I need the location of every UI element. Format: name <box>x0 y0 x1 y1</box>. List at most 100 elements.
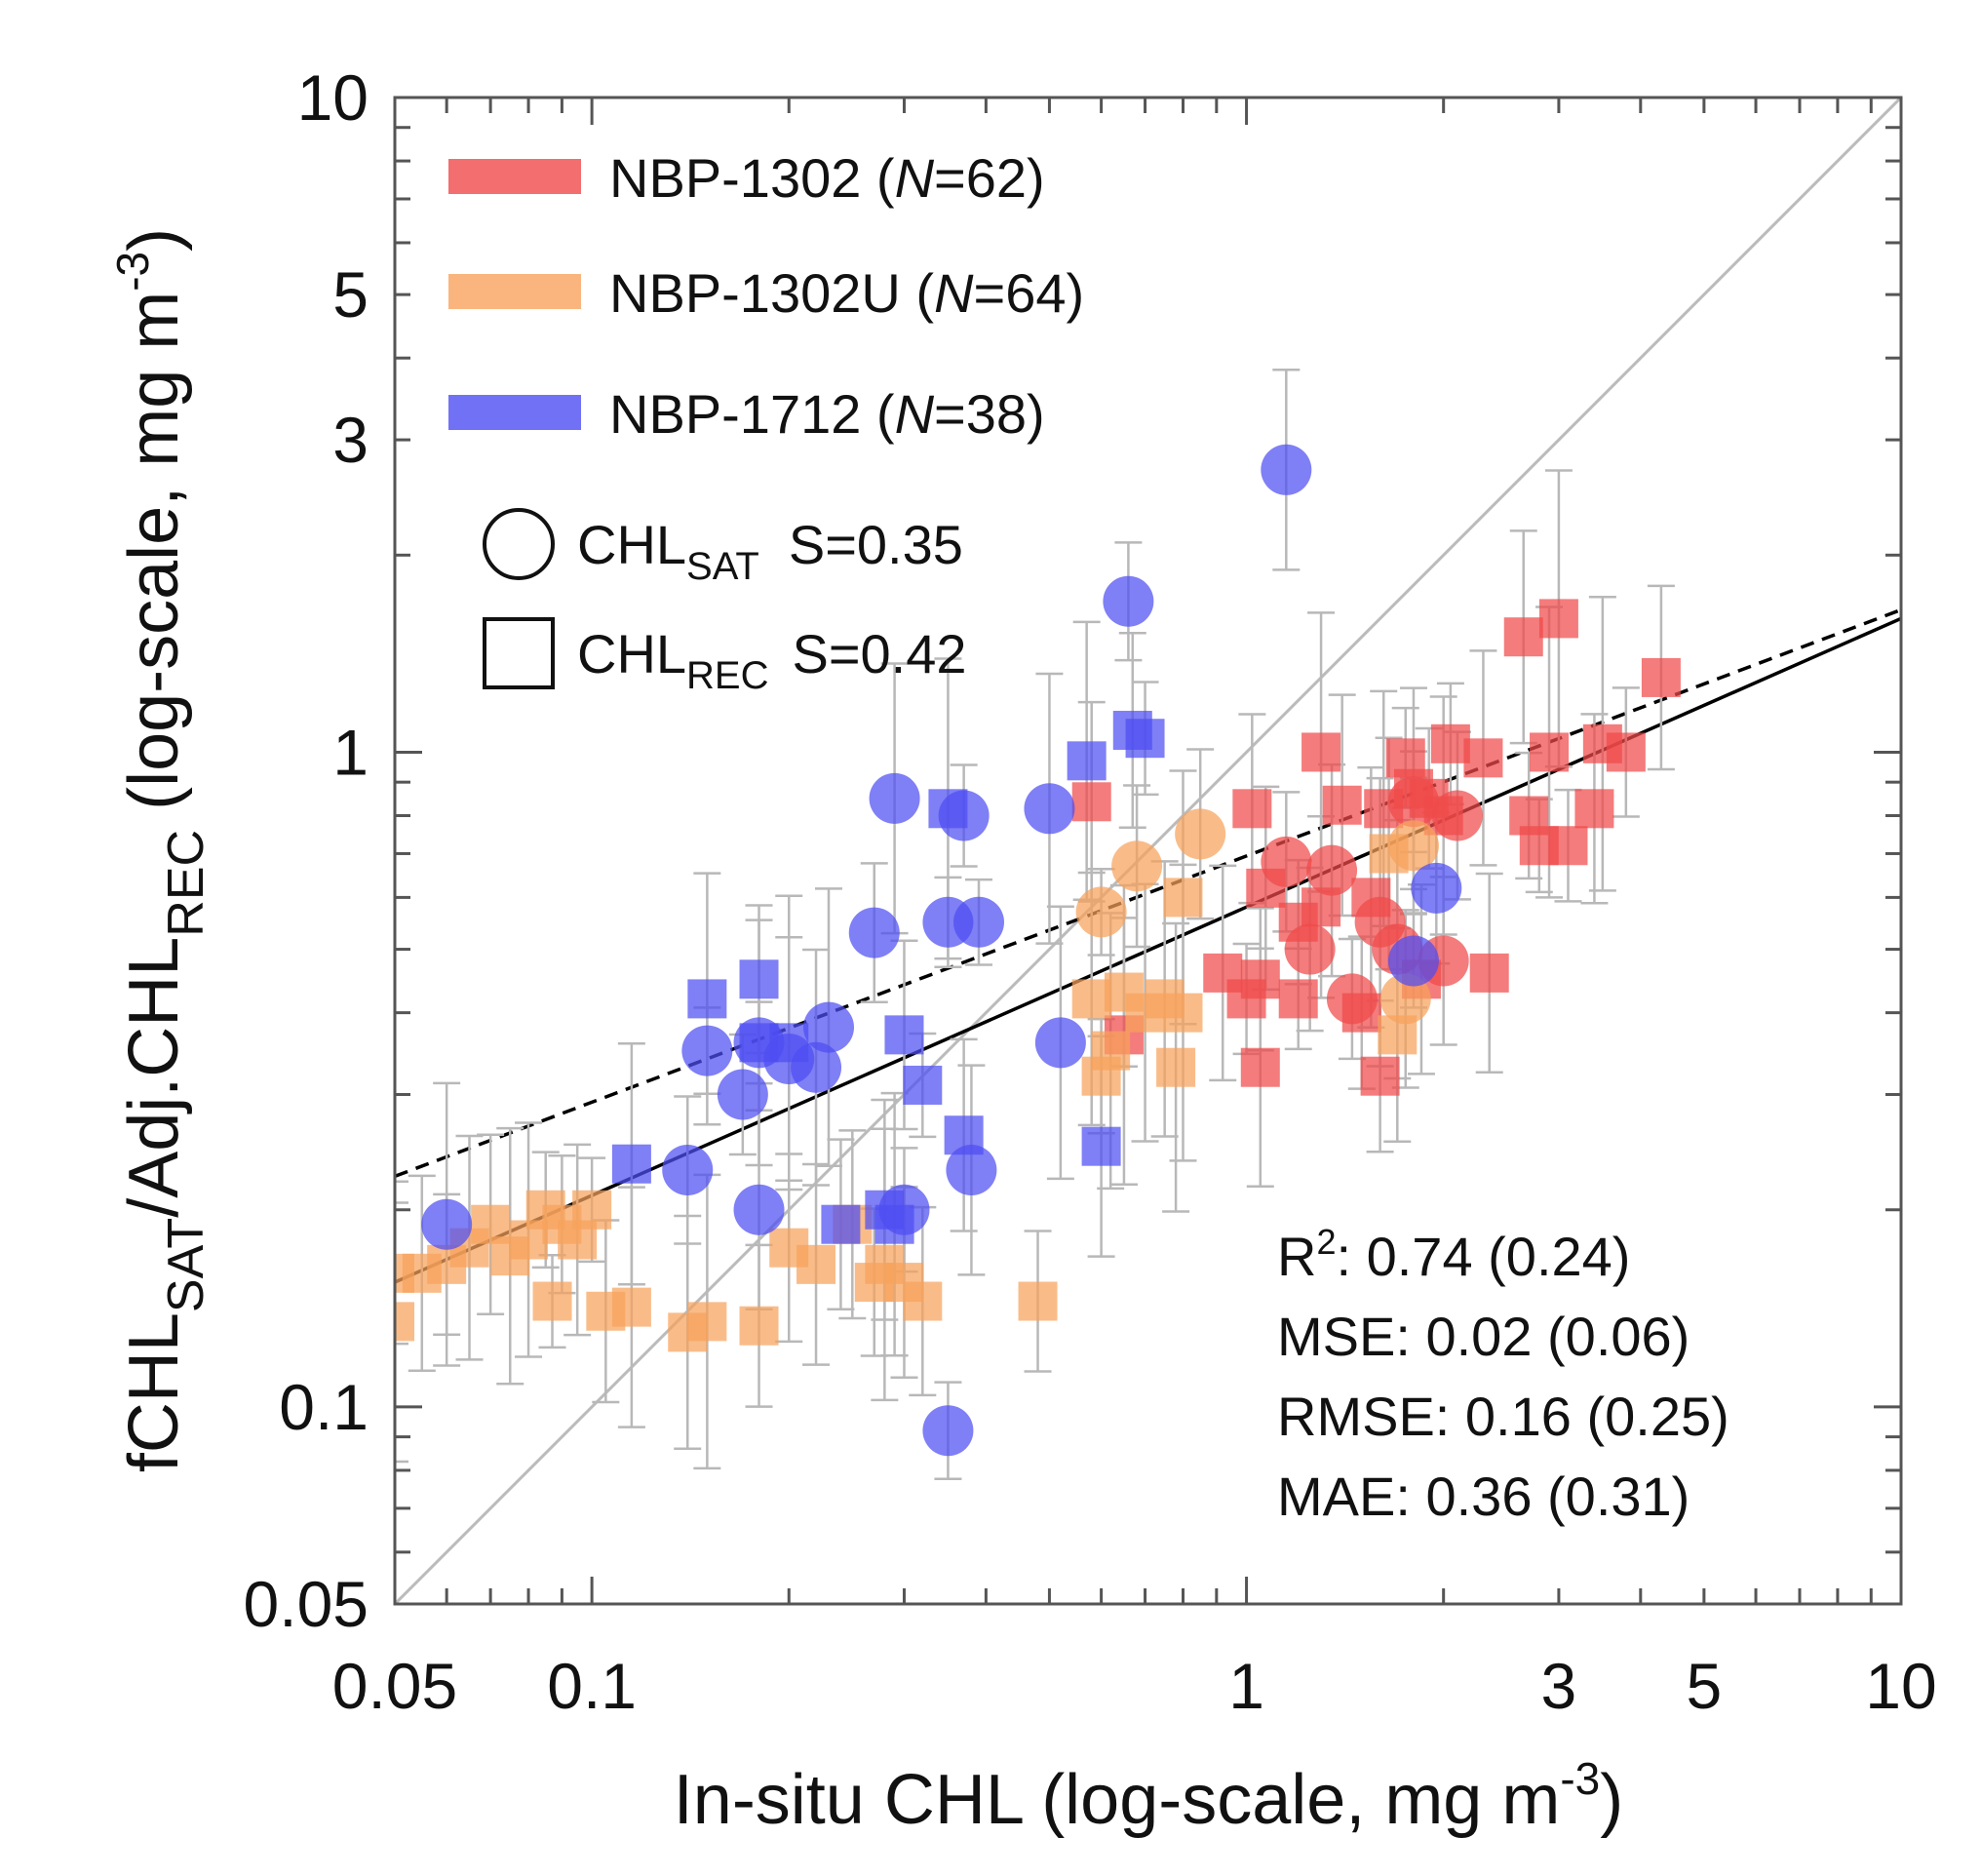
legend-label-nbp-1302u: NBP-1302U (N=64) <box>609 262 1084 324</box>
nbp-1302-square-point <box>1360 1056 1400 1096</box>
stats-annotation: R2: 0.74 (0.24) MSE: 0.02 (0.06) RMSE: 0… <box>1277 1222 1729 1527</box>
y-tick-label: 5 <box>332 258 369 331</box>
nbp-1302u-square-point <box>1091 1031 1131 1071</box>
nbp-1302u-circle-point <box>1379 973 1431 1025</box>
nbp-1712-circle-point <box>1034 1017 1086 1069</box>
x-tick-label: 1 <box>1228 1650 1264 1722</box>
nbp-1712-square-point <box>687 979 727 1019</box>
nbp-1302u-square-point <box>611 1287 651 1327</box>
y-tick-label: 0.05 <box>244 1568 369 1640</box>
nbp-1712-square-point <box>611 1144 651 1184</box>
x-tick-label: 5 <box>1687 1650 1723 1722</box>
nbp-1712-circle-point <box>791 1041 842 1093</box>
stat-rmse: RMSE: 0.16 (0.25) <box>1277 1386 1729 1447</box>
data-points <box>395 444 1681 1457</box>
nbp-1302-square-point <box>1641 657 1681 697</box>
nbp-1712-circle-point <box>1103 575 1154 627</box>
nbp-1712-square-point <box>1067 741 1107 781</box>
nbp-1302u-square-point <box>687 1302 727 1342</box>
nbp-1712-square-point <box>739 959 779 999</box>
nbp-1302u-circle-point <box>1111 840 1163 892</box>
nbp-1712-circle-point <box>952 896 1004 948</box>
nbp-1712-circle-point <box>946 1144 997 1195</box>
nbp-1302-square-point <box>1503 617 1543 657</box>
nbp-1712-circle-point <box>922 1405 974 1457</box>
nbp-1302-square-point <box>1606 732 1646 772</box>
legend-label-nbp-1712: NBP-1712 (N=38) <box>609 383 1045 445</box>
y-tick-label: 1 <box>332 716 369 788</box>
nbp-1302-circle-point <box>1284 923 1336 975</box>
nbp-1302-square-point <box>1538 599 1578 639</box>
nbp-1712-square-point <box>821 1204 861 1244</box>
nbp-1302u-circle-point <box>1175 808 1226 860</box>
x-tick-label: 0.05 <box>332 1650 457 1722</box>
nbp-1302u-square-point <box>1163 878 1203 918</box>
nbp-1302u-square-point <box>572 1190 612 1230</box>
nbp-1302-circle-point <box>1387 776 1439 828</box>
x-tick-label: 0.1 <box>547 1650 637 1722</box>
y-axis-title: fCHLSAT/Adj.CHLREC (log-scale, mg m-3) <box>107 228 214 1472</box>
nbp-1302-square-point <box>1240 1047 1280 1087</box>
stat-r2: R2: 0.74 (0.24) <box>1277 1222 1630 1287</box>
axis-ticks <box>393 96 1903 1606</box>
legend-label-chl-rec: CHLREC S=0.42 <box>577 623 967 697</box>
nbp-1302-circle-point <box>1354 896 1406 948</box>
nbp-1302u-square-point <box>532 1281 572 1321</box>
nbp-1712-circle-point <box>803 1001 855 1053</box>
y-tick-labels: 0.05 0.1 1 3 5 10 <box>244 61 369 1640</box>
x-tick-label: 3 <box>1541 1650 1577 1722</box>
legend-label-chl-sat: CHLSAT S=0.35 <box>577 514 963 588</box>
nbp-1712-square-point <box>903 1065 943 1105</box>
nbp-1712-square-point <box>884 1015 924 1055</box>
nbp-1712-circle-point <box>938 790 990 841</box>
nbp-1302-square-point <box>1548 826 1588 866</box>
nbp-1302-circle-point <box>1431 790 1483 841</box>
stat-mse: MSE: 0.02 (0.06) <box>1277 1306 1690 1367</box>
nbp-1302u-square-point <box>395 1302 414 1342</box>
nbp-1302u-square-point <box>1163 993 1203 1033</box>
nbp-1302-circle-point <box>1306 844 1358 896</box>
nbp-1302u-square-point <box>1018 1281 1058 1321</box>
nbp-1712-circle-point <box>1024 783 1075 835</box>
nbp-1712-circle-point <box>421 1198 473 1250</box>
y-tick-label: 0.1 <box>279 1371 369 1443</box>
nbp-1712-square-point <box>1125 719 1165 759</box>
nbp-1712-circle-point <box>1261 444 1312 495</box>
nbp-1302-square-point <box>1240 959 1280 999</box>
nbp-1302-square-point <box>1071 782 1111 822</box>
nbp-1302-square-point <box>1574 789 1614 829</box>
nbp-1302u-circle-point <box>1075 886 1127 938</box>
nbp-1712-circle-point <box>869 772 920 824</box>
legend-swatch-nbp-1712 <box>448 395 581 430</box>
y-tick-label: 10 <box>297 61 369 134</box>
nbp-1712-circle-point <box>878 1184 930 1235</box>
nbp-1712-circle-point <box>848 907 900 958</box>
nbp-1712-circle-point <box>717 1069 768 1120</box>
nbp-1302u-square-point <box>854 1263 894 1303</box>
nbp-1712-circle-point <box>733 1184 785 1235</box>
nbp-1712-circle-point <box>1387 935 1439 987</box>
nbp-1302-square-point <box>1301 732 1341 772</box>
x-tick-labels: 0.05 0.1 1 3 5 10 <box>332 1650 1937 1722</box>
legend: NBP-1302 (N=62) NBP-1302U (N=64) NBP-171… <box>448 147 1084 697</box>
nbp-1302u-square-point <box>739 1306 779 1346</box>
legend-square-icon <box>483 617 555 689</box>
nbp-1712-circle-point <box>1411 862 1462 914</box>
nbp-1302-square-point <box>1463 738 1503 778</box>
legend-circle-icon <box>483 508 555 580</box>
nbp-1302-square-point <box>1430 723 1470 763</box>
nbp-1302-square-point <box>1232 789 1272 829</box>
nbp-1302-square-point <box>1469 953 1509 993</box>
nbp-1302u-square-point <box>796 1244 836 1284</box>
nbp-1302u-circle-point <box>1387 820 1439 872</box>
nbp-1302-circle-point <box>1261 836 1312 887</box>
nbp-1712-circle-point <box>662 1144 714 1195</box>
nbp-1712-square-point <box>1081 1126 1121 1166</box>
plot-frame <box>393 96 1903 1606</box>
nbp-1302-square-point <box>1278 979 1318 1019</box>
stat-mae: MAE: 0.36 (0.31) <box>1277 1466 1690 1527</box>
nbp-1712-circle-point <box>681 1025 733 1076</box>
y-tick-label: 3 <box>332 404 369 476</box>
nbp-1302u-square-point <box>1156 1047 1196 1087</box>
